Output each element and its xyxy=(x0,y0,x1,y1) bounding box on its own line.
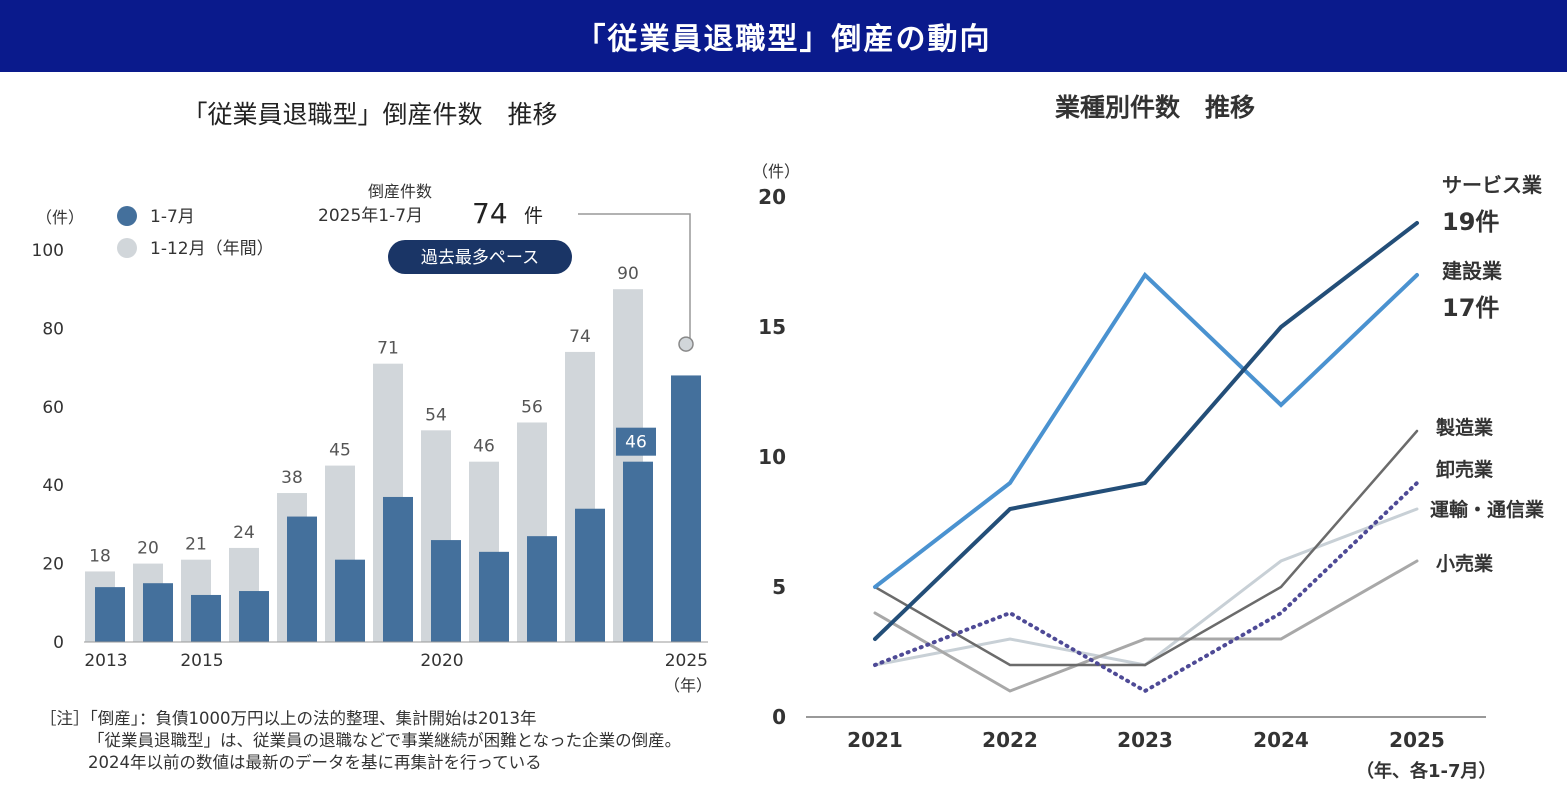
bar-full-year-label: 45 xyxy=(329,441,351,461)
line-y-tick-label: 15 xyxy=(758,315,786,339)
bar-full-year-label: 74 xyxy=(569,327,591,347)
callout-period: 2025年1-7月 xyxy=(318,206,423,226)
bar-y-tick-label: 20 xyxy=(42,555,64,575)
footnote-line-1: ［注］「倒産」：負債1000万円以上の法的整理、集計開始は2013年 xyxy=(40,709,537,728)
footnote-line-2: 「従業員退職型」は、従業員の退職などで事業継続が困難となった企業の倒産。 xyxy=(88,731,682,750)
label-transport: 運輸・通信業 xyxy=(1430,498,1545,521)
bar-y-tick-label: 40 xyxy=(42,476,64,496)
bar-full-year-label: 21 xyxy=(185,535,207,555)
bar-full-year-label: 24 xyxy=(233,523,255,543)
bar-jan-jul xyxy=(143,583,173,642)
bar-full-year-label: 20 xyxy=(137,539,159,559)
line-y-tick-label: 5 xyxy=(772,575,786,599)
callout-badge-label: 過去最多ペース xyxy=(421,248,539,268)
bar-x-tick-label: 2015 xyxy=(180,651,223,671)
bar-full-year-label: 56 xyxy=(521,397,543,417)
bar-full-year-label: 46 xyxy=(473,437,495,457)
bar-jan-jul xyxy=(623,461,653,642)
line-x-unit: （年、各1-7月） xyxy=(1356,760,1497,782)
legend-label-jan-jul: 1-7月 xyxy=(150,207,195,227)
legend-label-full-year: 1-12月（年間） xyxy=(150,239,274,259)
bar-x-tick-label: 2013 xyxy=(84,651,127,671)
page-title: 「従業員退職型」倒産の動向 xyxy=(575,22,992,57)
line-chart: 0 5 10 15 20 2021 2022 2023 2024 2025 xyxy=(758,185,1486,752)
line-y-unit: （件） xyxy=(752,162,800,181)
bar-jan-jul xyxy=(287,516,317,642)
series-line xyxy=(873,271,1419,589)
bar-jan-jul-label-box xyxy=(616,427,656,456)
line-x-tick-label: 2021 xyxy=(847,728,903,752)
bar-full-year-label: 18 xyxy=(89,546,111,566)
bar-jan-jul-label: 46 xyxy=(625,433,647,453)
bar-y-tick-label: 100 xyxy=(32,241,64,261)
bar-jan-jul xyxy=(335,559,365,642)
bar-x-tick-label: 2020 xyxy=(420,651,463,671)
bar-jan-jul xyxy=(479,551,509,642)
label-construction-name: 建設業 xyxy=(1442,259,1503,283)
label-service-name: サービス業 xyxy=(1442,173,1543,197)
series-line xyxy=(873,559,1419,693)
line-x-tick-label: 2023 xyxy=(1117,728,1173,752)
series-line xyxy=(873,221,1419,641)
series-line xyxy=(873,507,1419,667)
callout-leader-line xyxy=(578,213,691,338)
callout-badge xyxy=(388,240,572,274)
line-chart-title: 業種別件数 推移 xyxy=(1054,93,1255,122)
line-y-tick-label: 20 xyxy=(758,185,786,209)
line-x-tick-label: 2025 xyxy=(1389,728,1445,752)
bar-jan-jul xyxy=(383,496,413,642)
bar-full-year-label: 38 xyxy=(281,468,303,488)
legend-swatch-full-year xyxy=(117,238,137,258)
bar-jan-jul xyxy=(95,587,125,642)
bar-y-unit: （件） xyxy=(36,208,84,227)
projection-marker xyxy=(678,336,694,352)
line-x-tick-label: 2024 xyxy=(1253,728,1309,752)
bar-jan-jul xyxy=(671,375,701,642)
footnote: ［注］「倒産」：負債1000万円以上の法的整理、集計開始は2013年 「従業員退… xyxy=(40,708,681,774)
bar-y-tick-label: 60 xyxy=(42,398,64,418)
callout-label: 倒産件数 xyxy=(368,182,432,201)
label-manufacturing: 製造業 xyxy=(1435,416,1494,439)
bar-x-tick-label: 2025 xyxy=(665,651,708,671)
label-service-value: 19件 xyxy=(1442,208,1499,236)
bar-chart-title: 「従業員退職型」倒産件数 推移 xyxy=(182,100,558,129)
bar-jan-jul xyxy=(575,508,605,642)
line-x-tick-label: 2022 xyxy=(982,728,1038,752)
legend-swatch-jan-jul xyxy=(117,206,137,226)
callout-unit: 件 xyxy=(524,205,543,227)
page-banner: 「従業員退職型」倒産の動向 xyxy=(0,0,1567,72)
footnote-line-3: 2024年以前の数値は最新のデータを基に再集計を行っている xyxy=(88,753,542,772)
bar-jan-jul xyxy=(239,591,269,642)
bar-x-unit: （年） xyxy=(664,676,712,695)
bar-jan-jul xyxy=(431,540,461,642)
bar-full-year-label: 90 xyxy=(617,264,639,284)
label-wholesale: 卸売業 xyxy=(1436,458,1494,481)
label-retail: 小売業 xyxy=(1436,552,1494,575)
bar-chart: 0 20 40 60 80 100 18 2013 20 21 2015 24 38 45 71 54 2020… xyxy=(32,241,708,671)
bar-full-year-label: 71 xyxy=(377,339,399,359)
bar-y-tick-label: 0 xyxy=(53,633,64,653)
callout-value: 74 xyxy=(472,197,508,230)
series-line xyxy=(873,429,1419,667)
bar-jan-jul xyxy=(527,536,557,642)
bar-full-year-label: 54 xyxy=(425,405,447,425)
bar-jan-jul xyxy=(191,594,221,642)
bar-y-tick-label: 80 xyxy=(42,319,64,339)
line-y-tick-label: 10 xyxy=(758,445,786,469)
line-y-tick-label: 0 xyxy=(772,705,786,729)
series-line xyxy=(873,481,1419,694)
label-construction-value: 17件 xyxy=(1442,294,1499,322)
